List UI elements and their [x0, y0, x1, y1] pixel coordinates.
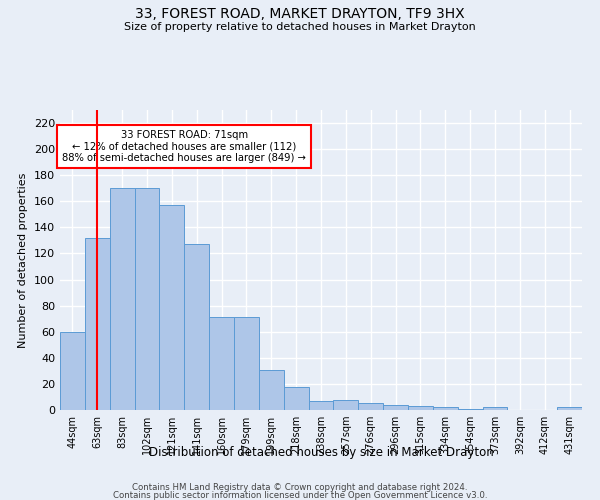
Bar	[259, 370, 284, 410]
Bar	[60, 332, 85, 410]
Bar	[160, 205, 184, 410]
Bar	[110, 188, 134, 410]
Bar	[85, 238, 110, 410]
Bar	[458, 408, 482, 410]
Text: 33, FOREST ROAD, MARKET DRAYTON, TF9 3HX: 33, FOREST ROAD, MARKET DRAYTON, TF9 3HX	[135, 8, 465, 22]
Bar	[557, 408, 582, 410]
Bar	[234, 318, 259, 410]
Text: Contains HM Land Registry data © Crown copyright and database right 2024.: Contains HM Land Registry data © Crown c…	[132, 483, 468, 492]
Bar	[134, 188, 160, 410]
Y-axis label: Number of detached properties: Number of detached properties	[19, 172, 28, 348]
Bar	[184, 244, 209, 410]
Text: Contains public sector information licensed under the Open Government Licence v3: Contains public sector information licen…	[113, 492, 487, 500]
Bar	[334, 400, 358, 410]
Bar	[383, 405, 408, 410]
Text: Size of property relative to detached houses in Market Drayton: Size of property relative to detached ho…	[124, 22, 476, 32]
Bar	[482, 408, 508, 410]
Bar	[308, 401, 334, 410]
Text: 33 FOREST ROAD: 71sqm
← 12% of detached houses are smaller (112)
88% of semi-det: 33 FOREST ROAD: 71sqm ← 12% of detached …	[62, 130, 306, 163]
Bar	[408, 406, 433, 410]
Bar	[209, 318, 234, 410]
Bar	[358, 404, 383, 410]
Text: Distribution of detached houses by size in Market Drayton: Distribution of detached houses by size …	[149, 446, 493, 459]
Bar	[433, 408, 458, 410]
Bar	[284, 386, 308, 410]
